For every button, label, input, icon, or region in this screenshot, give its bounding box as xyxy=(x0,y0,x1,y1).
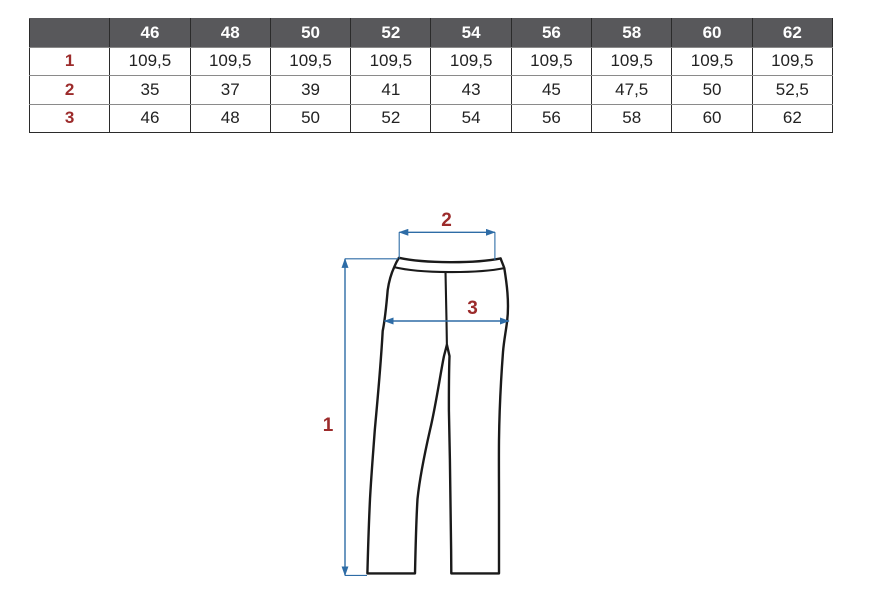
svg-text:2: 2 xyxy=(441,210,452,231)
svg-text:3: 3 xyxy=(467,298,478,319)
svg-text:1: 1 xyxy=(323,415,334,436)
